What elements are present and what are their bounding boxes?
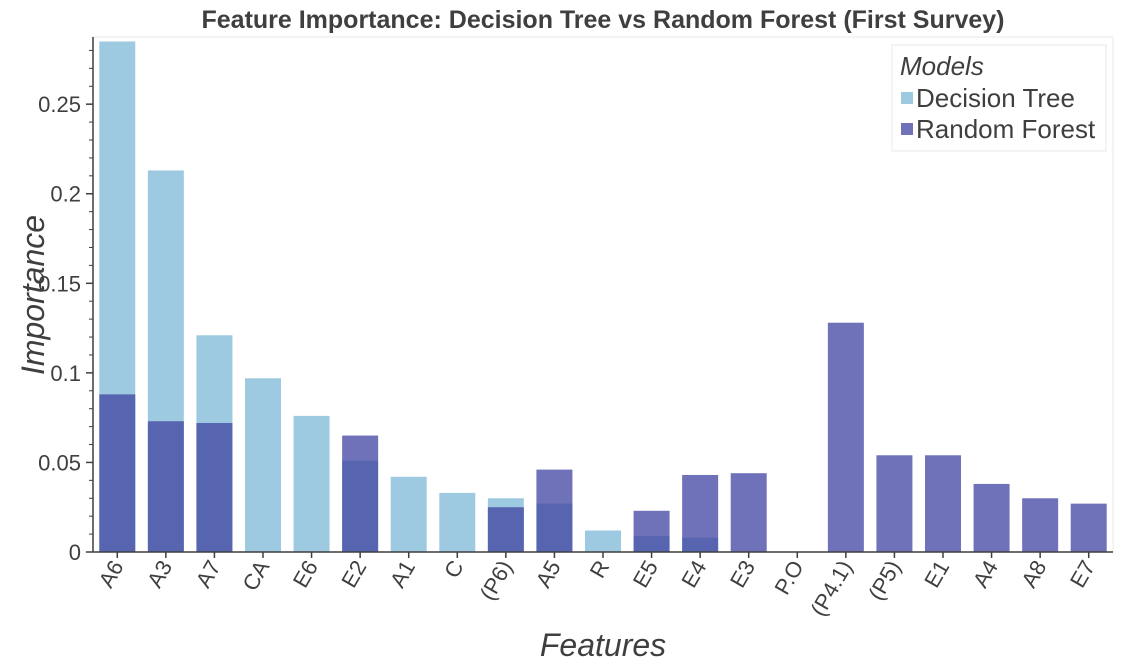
x-ticks-group: A6 A3 A7 CA E6 E2 A1 C (P6) A5 R E5 E4 E3 P.O(P4.1) (P5… xyxy=(94,552,1100,620)
bar-random-forest-p6 xyxy=(487,507,524,552)
bar-random-forest-e5 xyxy=(633,510,670,552)
chart-title: Feature Importance: Decision Tree vs Ran… xyxy=(201,6,1004,34)
bar-decision-tree-e6 xyxy=(293,415,330,552)
x-tick-label-p6: (P6) xyxy=(475,556,517,604)
bars-group xyxy=(99,41,1107,552)
x-axis-label: Features xyxy=(540,627,666,663)
bar-random-forest-a3 xyxy=(147,421,184,552)
bar-random-forest-a8 xyxy=(1022,498,1059,552)
x-tick-label-c: C xyxy=(439,556,469,582)
bar-random-forest-p4-1 xyxy=(827,322,864,552)
x-tick-label-ca: CA xyxy=(237,556,274,595)
bar-random-forest-a5 xyxy=(536,469,573,552)
bar-random-forest-e2 xyxy=(342,435,379,552)
x-tick-label-e3: E3 xyxy=(725,556,760,592)
bar-decision-tree-a1 xyxy=(390,476,427,552)
bar-random-forest-a7 xyxy=(196,423,233,552)
y-tick-label: 0.1 xyxy=(50,361,81,386)
y-tick-label: 0.15 xyxy=(38,271,81,296)
bar-decision-tree-r xyxy=(585,530,621,552)
x-tick-label-e7: E7 xyxy=(1065,556,1100,592)
x-tick-label-e1: E1 xyxy=(919,556,954,592)
legend: Models Decision Tree Random Forest xyxy=(891,44,1107,152)
bar-decision-tree-c xyxy=(439,492,476,552)
x-tick-label-a5: A5 xyxy=(531,556,566,592)
x-tick-label-a4: A4 xyxy=(968,556,1003,592)
x-tick-label-a1: A1 xyxy=(385,556,420,592)
legend-label-decision-tree: Decision Tree xyxy=(916,83,1075,113)
x-tick-label-p4-1: (P4.1) xyxy=(806,556,858,620)
bar-random-forest-e3 xyxy=(730,473,767,552)
x-tick-label-r: R xyxy=(585,556,615,582)
x-tick-label-e2: E2 xyxy=(336,556,371,592)
x-tick-label-p-o: P.O xyxy=(769,556,808,599)
bar-random-forest-p5 xyxy=(876,455,913,552)
x-tick-label-e4: E4 xyxy=(676,556,711,592)
legend-box xyxy=(891,44,1107,152)
x-tick-label-a8: A8 xyxy=(1016,556,1051,592)
bar-decision-tree-ca xyxy=(245,378,281,552)
legend-label-random-forest: Random Forest xyxy=(916,114,1096,144)
legend-title: Models xyxy=(900,51,984,81)
bar-random-forest-e7 xyxy=(1070,503,1107,552)
bar-random-forest-e1 xyxy=(925,455,961,552)
x-tick-label-a6: A6 xyxy=(94,556,129,592)
bar-random-forest-a4 xyxy=(973,483,1010,552)
legend-swatch-random-forest xyxy=(901,123,913,135)
x-tick-label-a7: A7 xyxy=(191,556,226,592)
bar-random-forest-e4 xyxy=(682,474,719,552)
y-tick-label: 0.25 xyxy=(38,92,81,117)
y-tick-label: 0 xyxy=(69,540,81,565)
y-ticks-group: 0 0.05 0.1 0.15 0.2 0.25 xyxy=(38,49,93,565)
x-tick-label-p5: (P5) xyxy=(863,556,905,604)
legend-swatch-decision-tree xyxy=(901,92,913,104)
y-tick-label: 0.05 xyxy=(38,450,81,475)
bar-random-forest-a6 xyxy=(99,394,136,552)
x-tick-label-e5: E5 xyxy=(628,556,663,592)
x-tick-label-a3: A3 xyxy=(142,556,177,592)
y-tick-label: 0.2 xyxy=(50,182,81,207)
x-tick-label-e6: E6 xyxy=(288,556,323,592)
y-axis-label: Importance xyxy=(15,215,51,375)
